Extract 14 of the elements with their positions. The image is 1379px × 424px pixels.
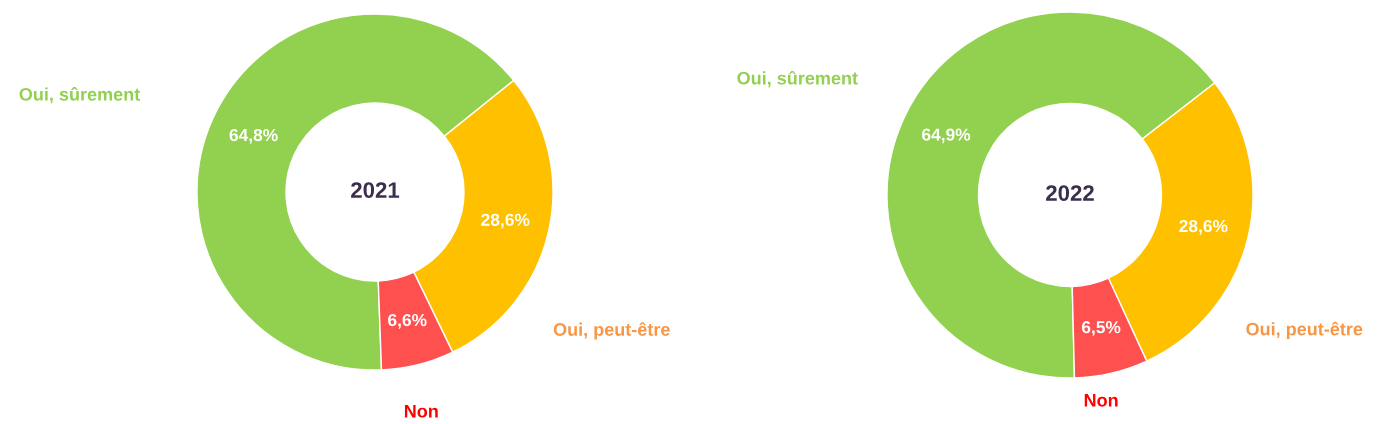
- data-label: 64,8%: [229, 128, 278, 144]
- slice-label: Oui, peut-être: [553, 322, 670, 340]
- data-label: 6,6%: [388, 313, 427, 329]
- data-label: 28,6%: [1179, 219, 1228, 235]
- text: 2022: [1046, 185, 1094, 201]
- slice-label: Oui, sûrement: [737, 70, 858, 88]
- data-label: 6,5%: [1081, 321, 1121, 336]
- data-label: 64,9%: [922, 128, 971, 144]
- data-label: 28,6%: [481, 213, 530, 229]
- slice-label: Non: [1084, 394, 1118, 407]
- slice-label: Oui, sûrement: [19, 87, 140, 104]
- slice-label: Non: [404, 404, 438, 418]
- slice-label: Oui, peut-être: [1246, 321, 1363, 340]
- text: 2021: [351, 182, 400, 198]
